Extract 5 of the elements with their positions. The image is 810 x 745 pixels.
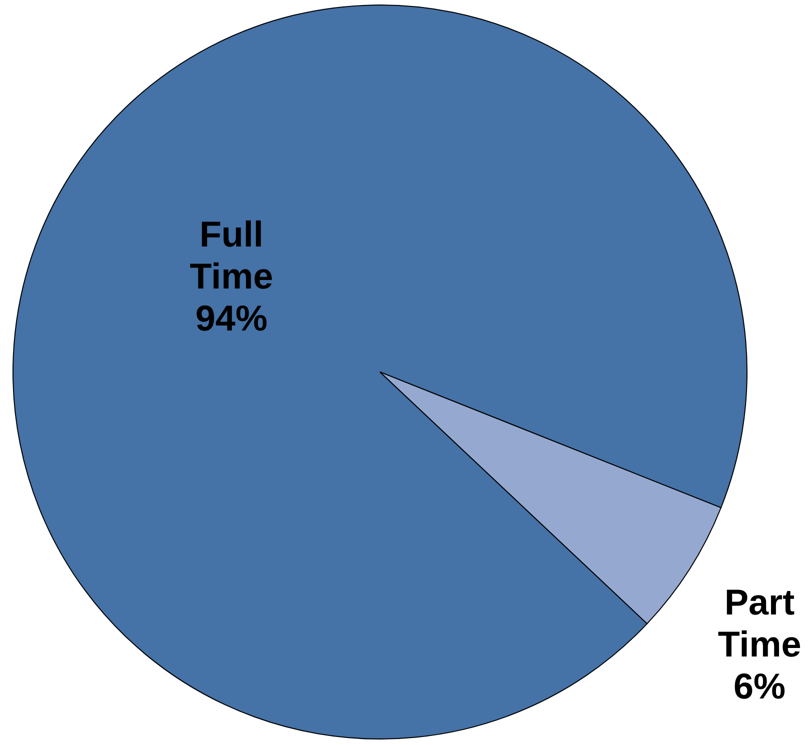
data-label: 6% — [734, 666, 786, 707]
slice-label: Full Time — [190, 213, 274, 296]
data-label: 94% — [195, 297, 268, 338]
slice-label: Part Time — [718, 582, 802, 665]
pie-slice — [380, 372, 722, 624]
